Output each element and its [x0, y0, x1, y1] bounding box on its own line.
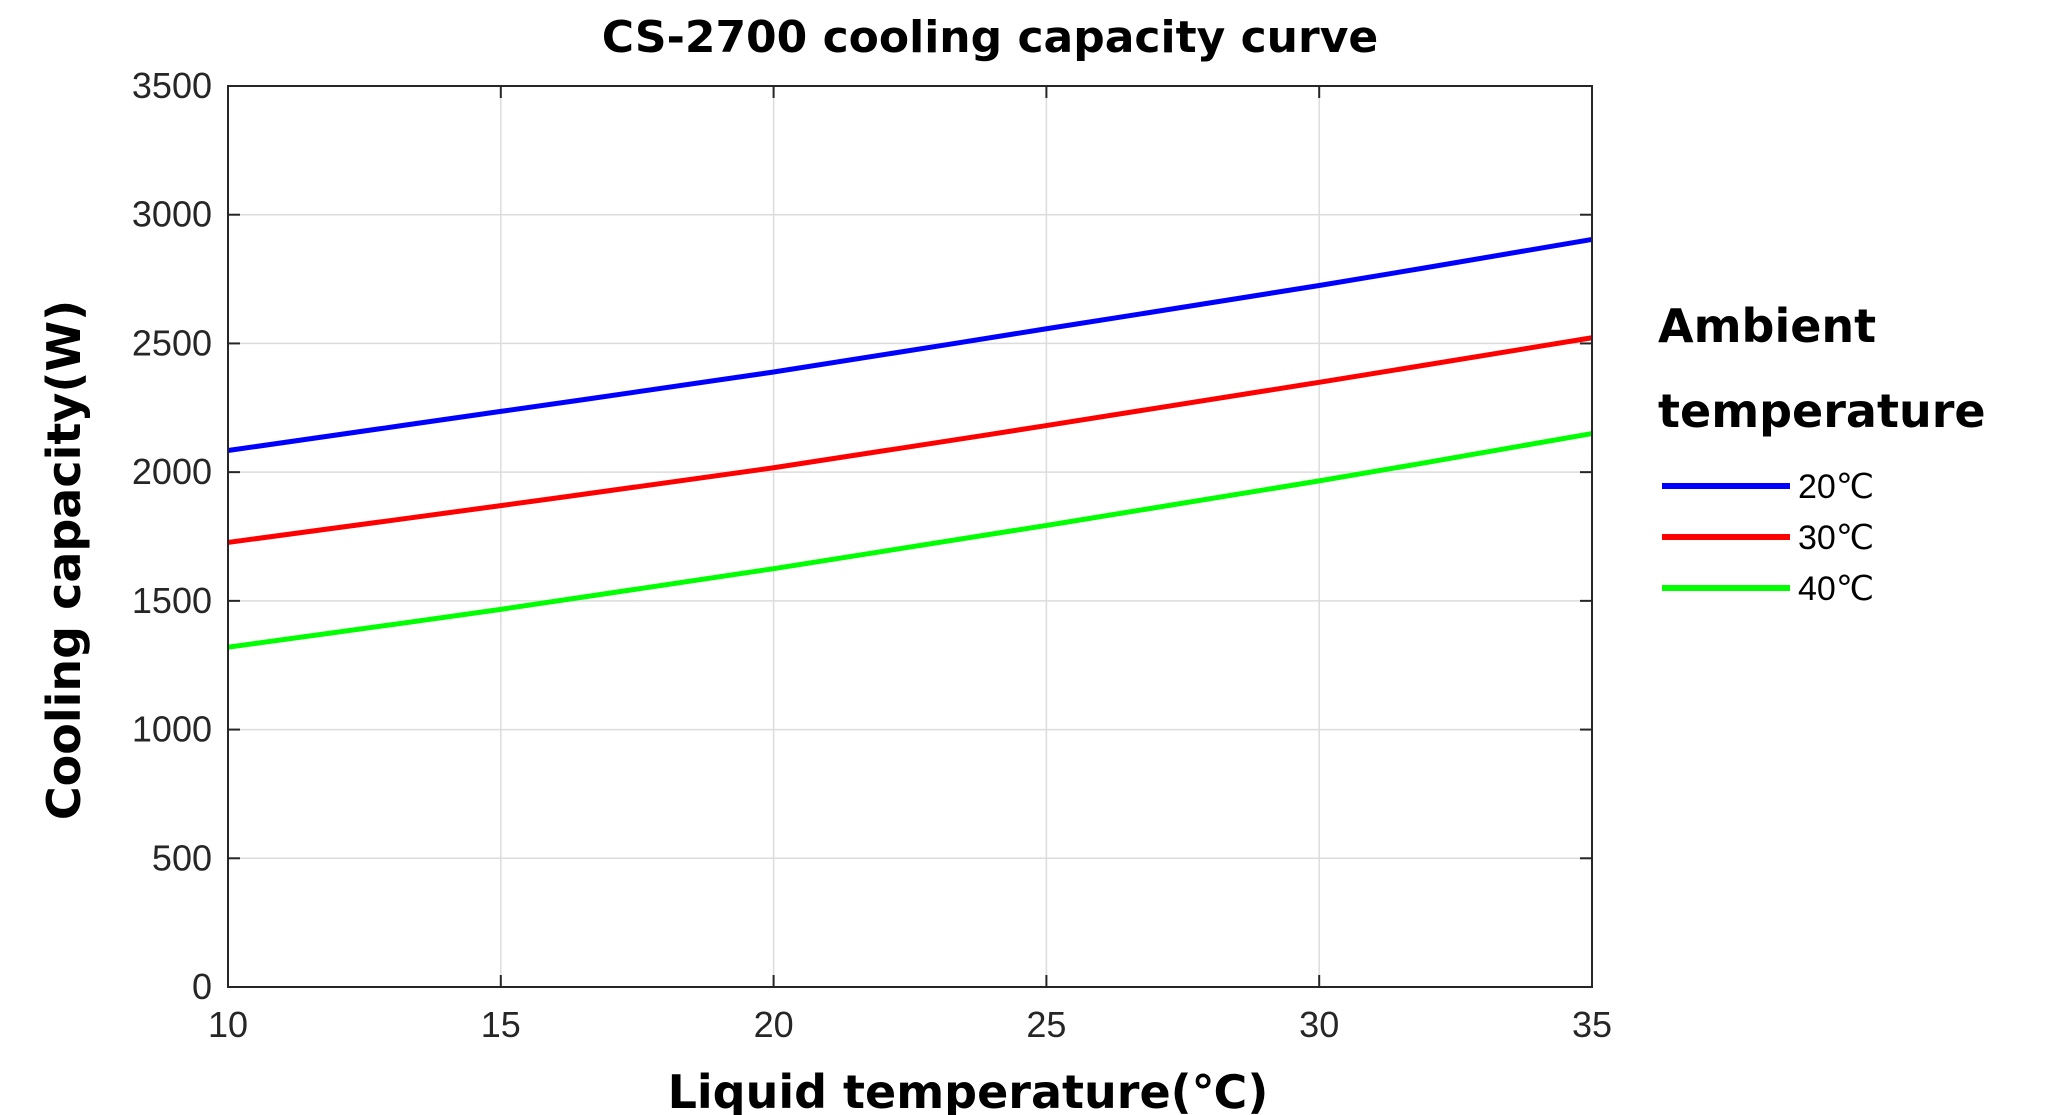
legend-title-line-1: Ambient [1658, 299, 1876, 353]
y-tick-label: 0 [192, 966, 212, 1007]
series-line-2 [227, 335, 1593, 545]
grid [227, 85, 1593, 988]
x-tick-label: 10 [208, 1004, 248, 1045]
y-tick-label: 3000 [132, 194, 212, 235]
x-tick-label: 35 [1572, 1004, 1612, 1045]
legend-title-line-2: temperature [1658, 384, 1986, 438]
legend-label: 30℃ [1798, 519, 1874, 557]
chart-title: CS-2700 cooling capacity curve [602, 12, 1378, 63]
x-tick-label: 30 [1299, 1004, 1339, 1045]
y-tick-label: 1000 [132, 709, 212, 750]
y-tick-label: 2500 [132, 322, 212, 363]
series-line-3 [227, 431, 1593, 650]
legend: 20℃ 30℃ 40℃ [1662, 468, 1874, 608]
y-axis-label: Cooling capacity(W) [37, 300, 91, 820]
x-axis-label: Liquid temperature(℃) [668, 1065, 1269, 1115]
series-line-1 [227, 236, 1593, 453]
y-tick-label: 1500 [132, 580, 212, 621]
series-lines [227, 236, 1593, 650]
plot-frame [227, 85, 1593, 988]
x-tick-label: 25 [1026, 1004, 1066, 1045]
x-tick-label: 15 [481, 1004, 521, 1045]
y-tick-label: 2000 [132, 451, 212, 492]
x-tick-label: 20 [754, 1004, 794, 1045]
legend-label: 40℃ [1798, 570, 1874, 608]
y-tick-label: 500 [152, 837, 212, 878]
y-tick-label: 3500 [132, 65, 212, 106]
ticks: 10 15 20 25 30 35 0 500 1000 1500 2000 2500 3000 3500 [132, 65, 1612, 1045]
legend-label: 20℃ [1798, 468, 1874, 506]
